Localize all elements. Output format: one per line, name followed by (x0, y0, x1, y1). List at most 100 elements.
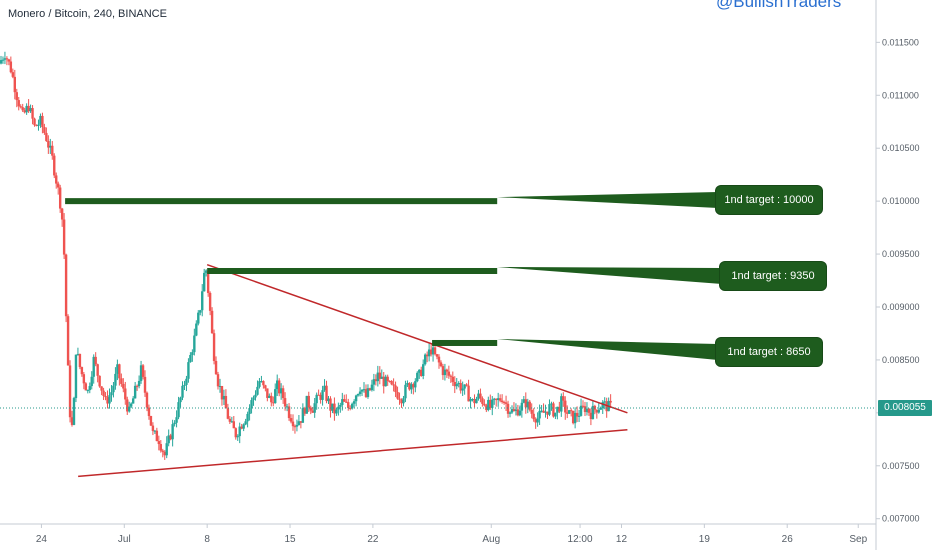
candle-body (321, 390, 324, 400)
candle-body (297, 421, 301, 425)
candle-body (366, 388, 370, 397)
candle-body (451, 376, 454, 382)
candle-body (491, 399, 494, 408)
candle-body (463, 384, 466, 389)
candle-body (242, 424, 245, 429)
candle-body (177, 402, 180, 418)
candle-body (295, 424, 299, 427)
candle-body (455, 384, 458, 387)
x-tick-label: 22 (367, 534, 379, 545)
candle-body (21, 107, 24, 111)
candle-body (175, 417, 178, 423)
candle-body (187, 362, 190, 379)
candle-body (104, 395, 107, 398)
candle-body (169, 435, 172, 440)
candle-body (552, 403, 555, 417)
candle-body (301, 408, 305, 423)
candle-body (441, 366, 445, 376)
chart-title: Monero / Bitcoin, 240, BINANCE (8, 8, 167, 20)
candle-body (15, 92, 18, 101)
x-tick-label: 8 (204, 534, 210, 545)
candle-body (88, 386, 91, 391)
candle-body (573, 412, 577, 424)
candle-body (337, 406, 340, 410)
candle-body (530, 409, 533, 414)
candle-body (165, 443, 168, 456)
candle-body (206, 270, 210, 293)
candle-body (364, 389, 368, 397)
candle-body (591, 405, 595, 420)
candle-body (276, 380, 279, 390)
candle-body (57, 183, 60, 188)
candle-body (19, 106, 22, 108)
candle-body (350, 403, 354, 409)
candle-body (447, 371, 451, 376)
candle-body (396, 392, 399, 399)
candle-body (110, 392, 113, 396)
candle-body (581, 405, 585, 407)
candles (0, 51, 612, 460)
candle-body (124, 388, 127, 400)
candle-body (601, 402, 604, 409)
candle-body (155, 430, 159, 442)
candle-body (317, 394, 320, 396)
candle-body (341, 399, 344, 406)
candle-body (504, 402, 508, 404)
candle-body (437, 356, 441, 363)
candle-body (39, 115, 42, 125)
candle-body (220, 385, 224, 400)
candle-body (293, 426, 297, 428)
candle-body (183, 384, 186, 386)
candle-body (285, 406, 289, 408)
candle-body (370, 384, 374, 391)
candle-body (556, 406, 559, 413)
candle-body (508, 412, 512, 414)
candle-body (256, 386, 259, 395)
candle-body (422, 364, 425, 376)
y-tick-label: 0.007500 (882, 461, 920, 471)
candle-body (550, 403, 553, 405)
candle-body (425, 354, 429, 357)
candle-body (599, 408, 602, 410)
time-axis: 24 Jul 8 15 22 Aug 12:00 12 19 26 Sep (36, 524, 868, 545)
candle-body (185, 378, 188, 385)
candle-body (100, 386, 103, 391)
candle-body (374, 379, 378, 382)
candle-body (309, 407, 312, 411)
candle-body (354, 395, 358, 402)
candle-body (431, 347, 435, 355)
candle-body (37, 124, 40, 126)
candle-body (477, 393, 480, 399)
candle-body (122, 383, 125, 389)
candle-body (514, 409, 518, 412)
candle-body (571, 410, 575, 424)
candle-body (116, 364, 119, 374)
candle-body (479, 393, 482, 399)
candle-body (540, 410, 543, 412)
candle-body (131, 398, 135, 404)
candle-body (526, 401, 529, 408)
candle-body (254, 394, 257, 398)
candle-body (0, 60, 3, 64)
x-tick-label: Aug (482, 534, 500, 545)
candle-body (222, 395, 226, 400)
y-tick-label: 0.010000 (882, 196, 920, 206)
candle-body (277, 380, 281, 394)
candle-body (325, 385, 328, 402)
candle-body (542, 410, 545, 413)
candle-body (457, 383, 460, 385)
candle-body (149, 416, 153, 426)
candle-body (234, 428, 237, 438)
candle-body (528, 401, 531, 410)
author-watermark: @BullishTraders (716, 0, 842, 11)
candle-body (139, 365, 143, 381)
candle-body (203, 272, 206, 292)
candle-body (130, 403, 133, 407)
candle-body (305, 395, 308, 414)
candle-body (270, 395, 273, 403)
candle-body (303, 408, 307, 414)
candle-body (226, 408, 230, 419)
candle-body (264, 385, 267, 389)
candle-body (72, 398, 76, 425)
